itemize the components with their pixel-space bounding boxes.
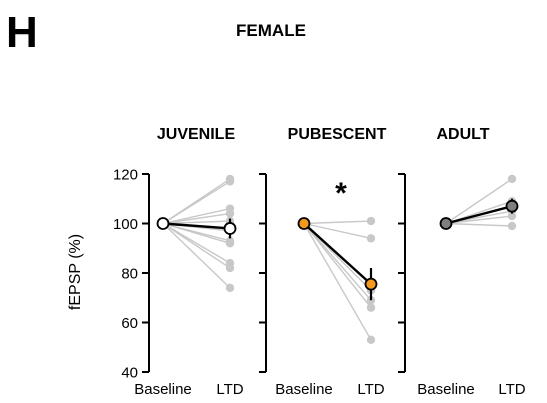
individual-line (445, 215, 513, 225)
individual-line (445, 222, 513, 227)
panel-pubescent: PUBESCENT Baseline LTD * (259, 126, 387, 398)
y-tick-label: 80 (121, 266, 138, 283)
individual-line (303, 223, 372, 301)
y-tick-label: 60 (121, 315, 138, 332)
mean-point-ltd (223, 222, 237, 235)
individual-point (225, 283, 235, 293)
mean-point-baseline (439, 217, 453, 230)
panel-title: ADULT (436, 126, 489, 143)
individual-line (162, 222, 231, 289)
individual-point (366, 303, 376, 312)
mean-line (303, 222, 372, 286)
individual-point (225, 209, 235, 218)
individual-line (162, 220, 231, 225)
panel-adult: ADULT Baseline LTD (398, 126, 526, 398)
individual-point (225, 239, 235, 248)
individual-point (507, 221, 517, 231)
individual-line (445, 178, 513, 225)
mean-point-baseline (156, 217, 170, 230)
individual-point (366, 234, 376, 243)
individual-point (507, 211, 517, 221)
y-tick-label: 120 (113, 167, 138, 184)
x-tick-label: Baseline (134, 381, 192, 398)
individual-line (303, 220, 372, 225)
mean-line (162, 222, 231, 230)
mean-point-ltd (364, 277, 378, 291)
individual-line (162, 222, 231, 269)
significance-annotation: * (335, 177, 347, 210)
individual-point (507, 174, 517, 184)
x-tick-label: Baseline (417, 381, 475, 398)
x-tick-label: Baseline (275, 381, 333, 398)
x-tick-label: LTD (498, 381, 525, 398)
individual-point (366, 216, 376, 226)
x-tick-label: LTD (216, 381, 243, 398)
panel-letter: H (6, 8, 38, 57)
x-tick-label: LTD (357, 381, 384, 398)
y-axis-label: fEPSP (%) (67, 234, 84, 310)
individual-line (303, 223, 372, 309)
y-tick-label: 40 (121, 365, 138, 382)
individual-line (303, 223, 372, 341)
y-tick-label: 100 (113, 216, 138, 233)
panel-title: PUBESCENT (288, 126, 387, 143)
individual-point (225, 263, 235, 273)
mean-point-ltd (505, 199, 519, 213)
panel-juvenile: JUVENILE 40 60 80 100 120 Baseline LTD (113, 126, 244, 398)
individual-line (162, 222, 231, 244)
individual-line (162, 212, 231, 225)
individual-line (303, 222, 372, 240)
figure-title: FEMALE (236, 21, 306, 40)
mean-line (445, 205, 513, 225)
individual-line (162, 180, 231, 225)
mean-point-baseline (297, 217, 311, 230)
individual-point (366, 335, 376, 345)
panel-title: JUVENILE (157, 126, 236, 143)
individual-line (162, 207, 231, 225)
individual-point (225, 177, 235, 186)
